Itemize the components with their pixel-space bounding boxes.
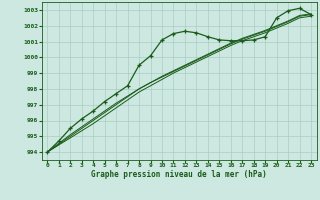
X-axis label: Graphe pression niveau de la mer (hPa): Graphe pression niveau de la mer (hPa) [91, 170, 267, 179]
